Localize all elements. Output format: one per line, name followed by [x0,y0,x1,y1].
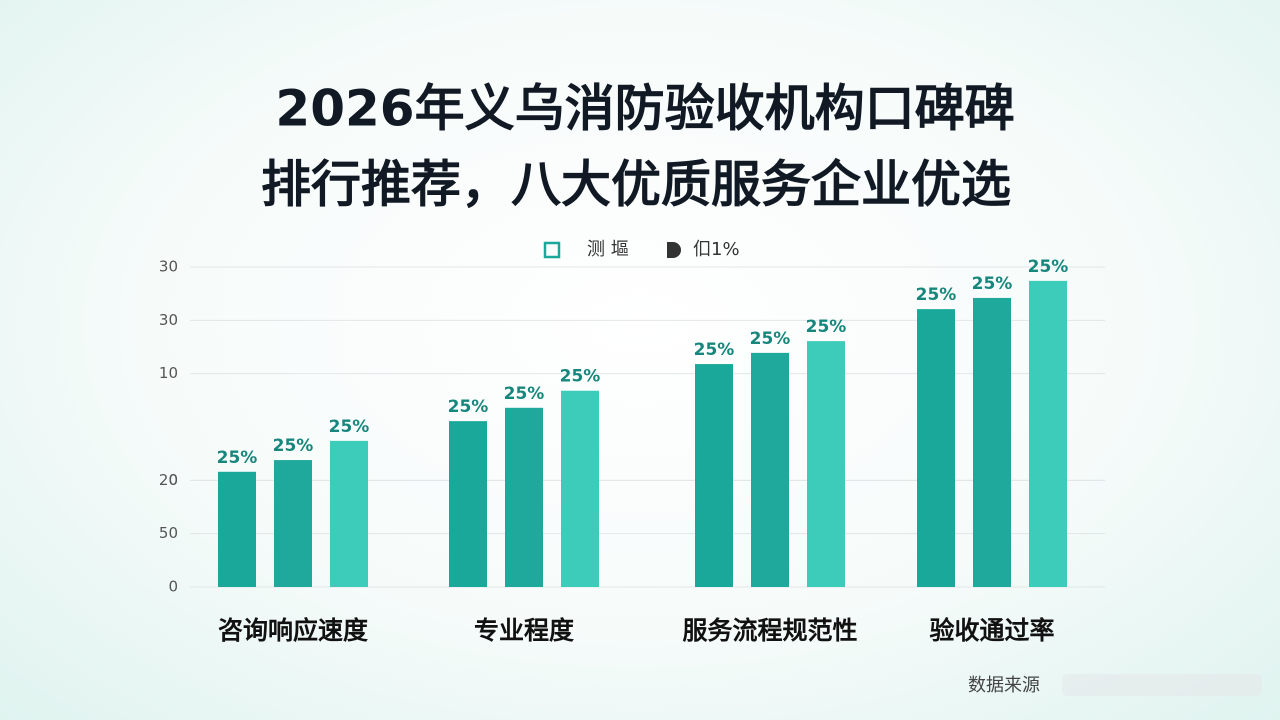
y-tick-label: 0 [168,578,178,596]
data-label: 25% [560,367,601,387]
bar [505,407,543,587]
data-label: 25% [448,397,489,417]
data-label: 25% [694,340,735,360]
chart-title: 2026年义乌消防验收机构口碑碑 [275,80,1014,138]
bar [917,309,955,587]
x-tick-label: 咨询响应速度 [218,616,368,645]
data-label: 25% [806,317,847,337]
data-label: 25% [273,436,314,456]
data-label: 25% [1028,257,1069,277]
source: 数据来源 [968,675,1040,696]
bar [330,440,368,587]
legend-label: 㐰1% [693,239,740,260]
bar [218,471,256,587]
bar [807,341,845,587]
y-tick-label: 30 [159,258,178,276]
bar [561,390,599,587]
x-tick-label: 验收通过率 [929,616,1054,645]
x-tick-label: 专业程度 [474,616,574,645]
bar [973,297,1011,587]
y-tick-label: 10 [159,364,178,382]
legend-marker [543,241,561,259]
data-label: 25% [329,417,370,437]
bar [449,421,487,587]
data-label: 25% [504,384,545,404]
bar [695,364,733,587]
y-tick-label: 30 [159,311,178,329]
blurred-text [1062,674,1262,696]
bar [1029,280,1067,587]
data-label: 25% [217,448,258,468]
chart-title: 排行推荐，八大优质服务企业优选 [261,156,1011,214]
y-tick-label: 0 [168,471,178,489]
data-label: 25% [972,274,1013,294]
legend-label: 测 塸 [587,239,629,260]
data-label: 25% [916,285,957,305]
y-tick-label: 50 [159,524,178,542]
y-tick-label: 20 [159,471,178,489]
legend-marker [667,242,681,258]
bar [751,352,789,587]
x-tick-label: 服务流程规范性 [682,616,857,645]
data-label: 25% [750,329,791,349]
bar [274,460,312,587]
